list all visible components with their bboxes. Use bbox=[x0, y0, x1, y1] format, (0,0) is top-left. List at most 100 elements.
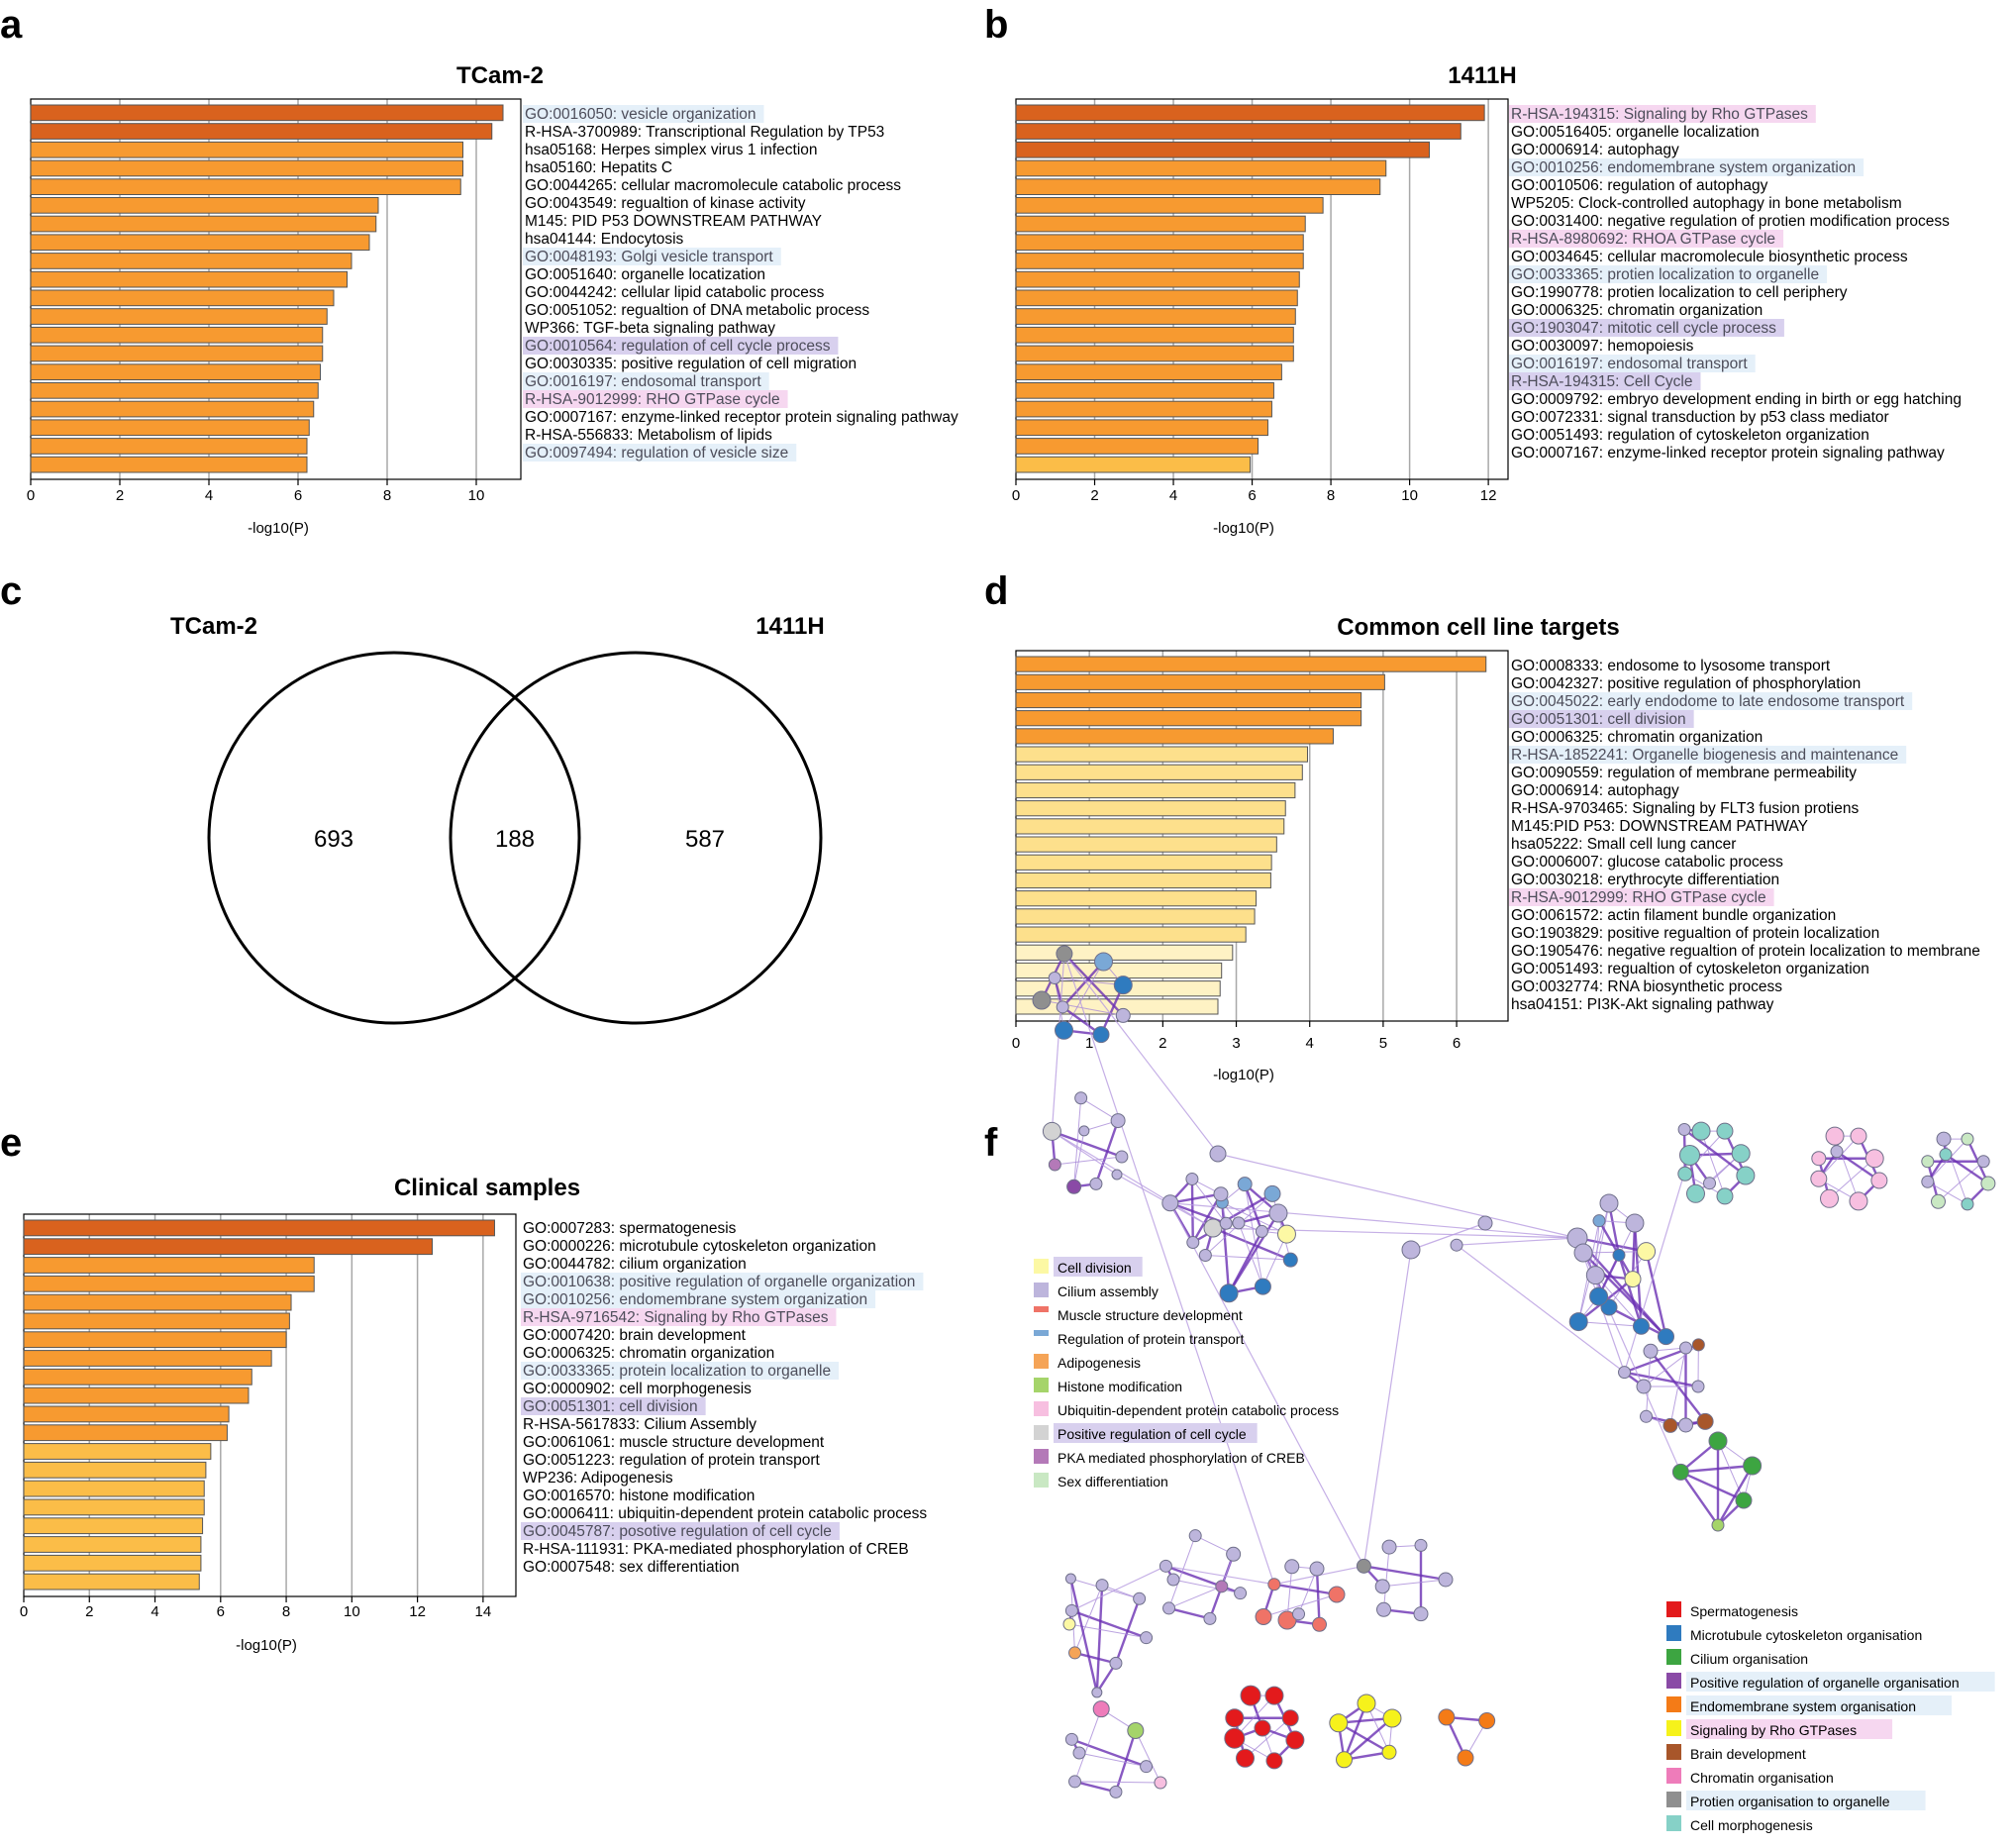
tick-label: 2 bbox=[1090, 487, 1098, 504]
legend-swatch bbox=[1034, 1449, 1049, 1464]
network-edge bbox=[1343, 1717, 1393, 1761]
network-link bbox=[1169, 1202, 1578, 1239]
network-graph bbox=[1032, 945, 1996, 1798]
category-label: GO:0061572: actin filament bundle organi… bbox=[1511, 907, 1836, 924]
category-label: GO:0006914: autophagy bbox=[1511, 782, 1679, 799]
legend-label: Cilium assembly bbox=[1058, 1283, 1159, 1299]
network-node bbox=[1830, 1145, 1844, 1159]
category-label: GO:0006411: ubiquitin-dependent protein … bbox=[523, 1505, 927, 1522]
bar bbox=[30, 234, 370, 252]
network-node bbox=[1282, 1252, 1298, 1268]
tick-label: 4 bbox=[205, 487, 213, 504]
network-node bbox=[1625, 1213, 1645, 1233]
legend-label: Microtubule cytoskeleton organisation bbox=[1690, 1627, 1922, 1643]
category-label: GO:0007548: sex differentiation bbox=[523, 1559, 740, 1576]
bar bbox=[1015, 800, 1286, 817]
legend-swatch bbox=[1034, 1425, 1049, 1440]
category-label: GO:0010638: positive regulation of organ… bbox=[523, 1274, 915, 1290]
category-label: GO:0045787: posotive regulation of cell … bbox=[523, 1523, 832, 1540]
network-edge bbox=[1315, 1568, 1321, 1625]
network-edge bbox=[1071, 1609, 1147, 1639]
network-node bbox=[1094, 952, 1113, 972]
network-node bbox=[1376, 1601, 1391, 1617]
network-node bbox=[1064, 1603, 1078, 1617]
legend-label: Sex differentiation bbox=[1058, 1474, 1168, 1489]
network-node bbox=[1438, 1708, 1456, 1726]
bar bbox=[23, 1498, 205, 1516]
chart-title: Common cell line targets bbox=[1337, 614, 1619, 641]
bar bbox=[30, 104, 504, 122]
network-node bbox=[1568, 1312, 1588, 1332]
category-label: GO:0007283: spermatogenesis bbox=[523, 1220, 737, 1237]
network-node bbox=[1336, 1751, 1354, 1769]
bar bbox=[23, 1293, 292, 1311]
network-edge bbox=[1074, 1780, 1117, 1794]
network-node bbox=[1074, 1091, 1088, 1105]
label-highlight bbox=[1509, 710, 1694, 728]
network-legend-right: Spermatogenesis Microtubule cytoskeleton … bbox=[1666, 1601, 1995, 1833]
network-node bbox=[1691, 1338, 1705, 1352]
network-node bbox=[1068, 1775, 1082, 1789]
network-edge bbox=[1074, 1708, 1102, 1783]
network-node bbox=[1976, 1155, 1990, 1169]
tick-label: 0 bbox=[1012, 1035, 1020, 1052]
network-node bbox=[1811, 1151, 1827, 1167]
category-label: GO:0000902: cell morphogenesis bbox=[523, 1381, 752, 1397]
legend-swatch bbox=[1666, 1744, 1681, 1760]
network-node bbox=[1636, 1379, 1652, 1394]
network-link bbox=[1456, 1244, 1625, 1374]
category-label: R-HSA-3700989: Transcriptional Regulatio… bbox=[525, 124, 884, 141]
network-node bbox=[1731, 1144, 1751, 1164]
bar bbox=[1015, 289, 1298, 307]
network-node bbox=[1264, 1686, 1284, 1705]
bar bbox=[1015, 270, 1300, 288]
network-edge bbox=[1190, 1179, 1194, 1243]
network-node bbox=[1438, 1572, 1454, 1588]
legend-swatch bbox=[1034, 1306, 1049, 1312]
category-label: WP366: TGF-beta signaling pathway bbox=[525, 320, 775, 337]
bar bbox=[1015, 382, 1274, 399]
bar bbox=[23, 1368, 252, 1386]
tick-label: 0 bbox=[1012, 487, 1020, 504]
tick-label: 4 bbox=[1306, 1035, 1314, 1052]
network-node bbox=[1691, 1121, 1711, 1141]
network-node bbox=[1662, 1417, 1678, 1433]
category-label: GO:0051301: cell division bbox=[523, 1398, 698, 1415]
x-axis-label: -log10(P) bbox=[1213, 1067, 1274, 1083]
network-node bbox=[1743, 1456, 1763, 1476]
network-node bbox=[1263, 1184, 1281, 1202]
network-link bbox=[1456, 1237, 1578, 1246]
bar bbox=[1015, 104, 1485, 122]
network-node bbox=[1612, 1248, 1626, 1262]
network-node bbox=[1265, 1752, 1283, 1770]
plot-frame bbox=[30, 98, 522, 480]
network-node bbox=[1414, 1538, 1428, 1552]
category-label: GO:0006914: autophagy bbox=[1511, 142, 1679, 158]
network-node bbox=[1356, 1558, 1371, 1574]
network-node bbox=[1980, 1176, 1996, 1191]
tick-label: 0 bbox=[20, 1603, 28, 1620]
network-node bbox=[1599, 1193, 1619, 1213]
network-edge bbox=[1382, 1579, 1447, 1588]
bar bbox=[1015, 215, 1306, 233]
legend-label: Adipogenesis bbox=[1058, 1355, 1141, 1371]
bar bbox=[30, 178, 461, 196]
category-label: hsa05222: Small cell lung cancer bbox=[1511, 836, 1736, 853]
legend-swatch bbox=[1666, 1673, 1681, 1689]
bar bbox=[30, 270, 348, 288]
network-link bbox=[1071, 1565, 1166, 1611]
bar bbox=[23, 1219, 495, 1237]
category-label: R-HSA-8980692: RHOA GTPase cycle bbox=[1511, 231, 1775, 248]
network-edge bbox=[1191, 1179, 1227, 1224]
legend-label: Positive regulation of organelle organis… bbox=[1690, 1675, 1960, 1691]
network-edge bbox=[1679, 1471, 1719, 1526]
tick-label: 12 bbox=[409, 1603, 426, 1620]
bar bbox=[1015, 872, 1271, 889]
network-edge bbox=[1052, 1130, 1123, 1159]
network-edge bbox=[1063, 961, 1104, 1031]
category-label: GO:0016197: endosomal transport bbox=[1511, 356, 1748, 372]
legend-label: Protien organisation to organelle bbox=[1690, 1794, 1890, 1809]
label-highlight bbox=[523, 248, 781, 265]
network-node bbox=[1268, 1203, 1288, 1223]
